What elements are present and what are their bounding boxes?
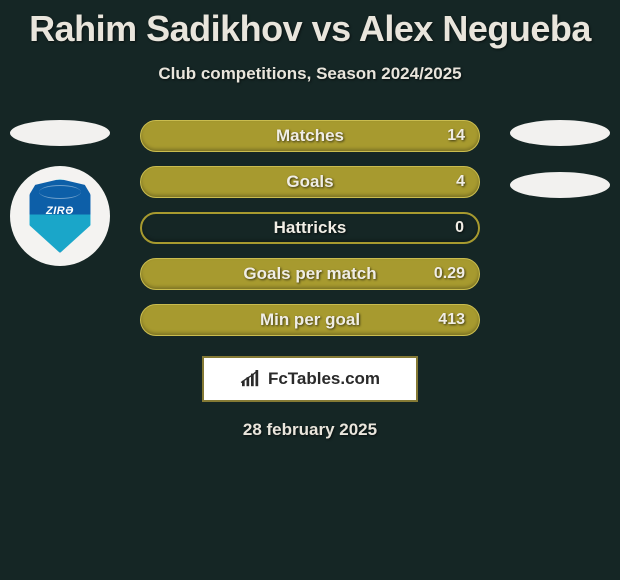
crest-arc	[39, 185, 81, 199]
stat-bar-goals: Goals 4	[140, 166, 480, 198]
stat-value: 14	[447, 127, 465, 145]
club-badge-container: ZIRƏ	[10, 166, 110, 266]
subtitle: Club competitions, Season 2024/2025	[0, 64, 620, 84]
stat-bar-hattricks: Hattricks 0	[140, 212, 480, 244]
bar-chart-icon	[240, 370, 262, 388]
player-silhouette-left	[10, 120, 110, 146]
right-player-column	[510, 120, 610, 198]
left-player-column: ZIRƏ	[10, 120, 110, 266]
player-silhouette-right-2	[510, 172, 610, 198]
stat-value: 0.29	[434, 265, 465, 283]
crest-text: ZIRƏ	[29, 205, 91, 217]
club-crest: ZIRƏ	[29, 179, 91, 253]
stat-bar-goals-per-match: Goals per match 0.29	[140, 258, 480, 290]
page-title: Rahim Sadikhov vs Alex Negueba	[0, 0, 620, 50]
date-text: 28 february 2025	[0, 420, 620, 440]
stat-value: 4	[456, 173, 465, 191]
stat-label: Goals per match	[243, 264, 376, 284]
stat-bars: Matches 14 Goals 4 Hattricks 0 Goals per…	[140, 120, 480, 336]
stat-label: Matches	[276, 126, 344, 146]
stat-label: Goals	[286, 172, 333, 192]
stat-bar-min-per-goal: Min per goal 413	[140, 304, 480, 336]
stat-value: 413	[438, 311, 465, 329]
stat-bar-matches: Matches 14	[140, 120, 480, 152]
comparison-content: ZIRƏ Matches 14 Goals 4 Hattricks 0 Goal…	[0, 120, 620, 440]
player-silhouette-right-1	[510, 120, 610, 146]
stat-label: Hattricks	[274, 218, 347, 238]
stat-label: Min per goal	[260, 310, 360, 330]
source-logo-text: FcTables.com	[268, 369, 380, 389]
stat-value: 0	[455, 219, 464, 237]
source-logo-box: FcTables.com	[202, 356, 418, 402]
